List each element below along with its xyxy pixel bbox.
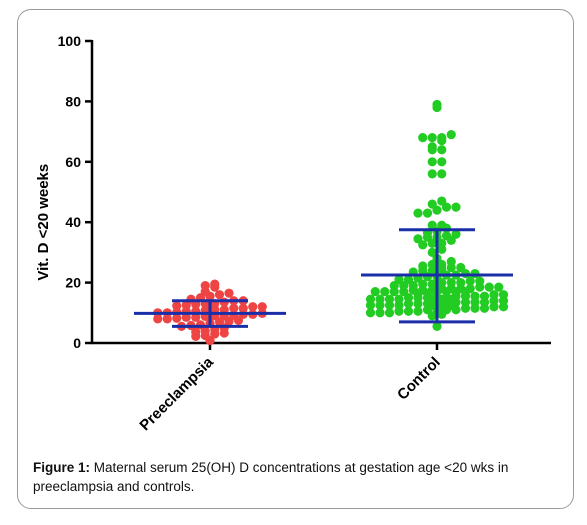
data-point [498,290,509,300]
summary-bars [134,228,513,328]
data-point [489,290,499,300]
data-point [427,133,437,143]
y-tick-label: 60 [65,154,81,170]
data-point [186,294,196,304]
data-point [365,308,376,318]
caption-label: Figure 1: [33,460,91,475]
data-point [403,306,414,316]
data-point [224,288,234,298]
data-point [384,294,395,304]
y-axis-title: Vit. D <20 weeks [35,164,52,281]
data-point [229,303,239,313]
data-point [214,290,225,300]
data-point [418,261,428,271]
data-point [475,276,485,286]
data-point [248,302,258,312]
axes: 0 20 40 60 80 100 Preeclampsia Control [58,33,551,434]
data-point [470,291,480,301]
data-point [200,281,210,291]
data-point [451,202,461,212]
data-point [257,302,267,312]
data-point [437,169,447,179]
data-point [375,308,385,318]
data-point [380,287,390,297]
data-point [437,220,447,230]
data-point [451,229,461,239]
y-tick-label: 100 [58,33,82,49]
data-point [437,145,447,155]
y-tick-label: 40 [65,214,81,230]
data-point [238,303,248,313]
x-category-label: Control [394,354,444,404]
data-point [375,294,385,304]
data-point [484,282,494,292]
data-point [456,278,466,288]
data-point [465,276,475,286]
data-point [413,306,423,316]
data-point [437,196,447,206]
data-point [191,327,201,337]
data-point [479,291,490,301]
data-point [470,268,480,279]
data-point [370,287,380,297]
data-point [172,301,182,311]
data-point [427,199,437,209]
data-point [365,294,376,304]
data-point [427,279,437,289]
data-point [418,133,428,143]
data-point [465,284,475,294]
data-point [413,208,423,218]
caption-text: Maternal serum 25(OH) D concentrations a… [33,460,509,494]
data-point [494,282,504,292]
data-point [384,308,395,318]
data-point [446,130,456,140]
data-point [432,99,442,110]
y-tick-label: 0 [73,335,81,351]
data-point [427,169,437,179]
data-point [394,294,404,304]
data-point [394,274,404,285]
data-point [456,262,466,273]
data-point [427,220,437,230]
data-points [153,99,509,346]
data-point [427,157,437,167]
data-point [422,208,433,218]
data-point [446,256,456,267]
y-tick-label: 20 [65,275,81,291]
data-point [446,278,456,288]
data-point [210,279,220,289]
data-point [403,274,414,285]
data-point [437,157,447,167]
data-point [441,231,452,241]
x-category-label: Preeclampsia [136,353,217,434]
figure-frame [17,9,574,509]
data-point [432,321,442,331]
data-point [413,234,423,244]
data-point [437,133,447,143]
data-point [427,142,437,152]
data-point [427,247,437,257]
y-tick-label: 80 [65,93,81,109]
figure-caption: Figure 1: Maternal serum 25(OH) D concen… [33,458,563,496]
